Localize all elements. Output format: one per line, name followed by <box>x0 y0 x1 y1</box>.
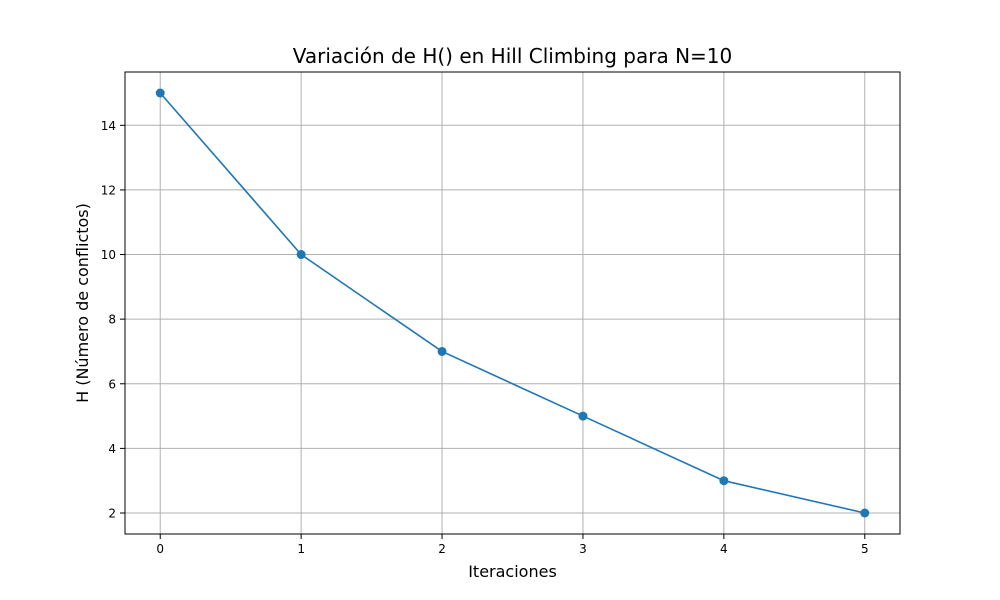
data-point <box>155 88 165 98</box>
chart-title: Variación de H() en Hill Climbing para N… <box>293 44 733 68</box>
data-point <box>719 476 729 486</box>
y-tick-label: 12 <box>101 183 116 197</box>
y-tick-label: 14 <box>101 119 116 133</box>
y-tick-label: 10 <box>101 248 116 262</box>
data-point <box>437 346 447 356</box>
y-tick-label: 8 <box>108 313 116 327</box>
grid <box>125 72 900 534</box>
x-tick-label: 1 <box>297 542 305 556</box>
data-point <box>296 250 306 260</box>
x-tick-label: 5 <box>861 542 869 556</box>
data-point <box>860 508 870 518</box>
series-line <box>159 92 865 514</box>
y-tick-label: 2 <box>108 507 116 521</box>
y-tick-label: 4 <box>108 442 116 456</box>
data-point <box>578 411 588 421</box>
plot-frame <box>124 71 901 535</box>
series <box>155 88 870 518</box>
y-tick-label: 6 <box>108 377 116 391</box>
y-axis-label: H (Número de conflictos) <box>73 203 92 403</box>
x-tick-label: 0 <box>156 542 164 556</box>
x-tick-label: 4 <box>720 542 728 556</box>
x-tick-label: 2 <box>438 542 446 556</box>
x-axis-label: Iteraciones <box>468 562 557 581</box>
x-tick-label: 3 <box>579 542 587 556</box>
